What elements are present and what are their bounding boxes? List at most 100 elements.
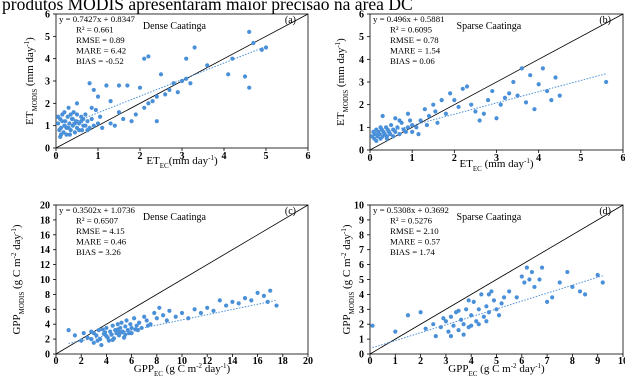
x-tick-label: 1 <box>393 356 398 367</box>
x-axis-label: GPPEC (g C m-2 day-1) <box>134 362 231 376</box>
y-axis-label-superscript: -1 <box>23 40 31 46</box>
data-point <box>224 303 229 308</box>
data-point <box>124 318 129 323</box>
data-point <box>89 116 94 122</box>
data-point <box>600 280 605 285</box>
y-tick-label: 6 <box>359 260 364 271</box>
x-axis-label-base: GPP <box>134 363 154 375</box>
data-point <box>523 100 529 105</box>
x-axis-label-unit-close: ) <box>530 158 534 170</box>
data-point <box>565 269 570 275</box>
data-point <box>67 132 72 137</box>
data-point <box>451 323 456 328</box>
data-point <box>259 47 264 52</box>
y-tick-label: 4 <box>359 290 364 301</box>
data-point <box>108 121 113 126</box>
y-tick-label: 3 <box>359 78 364 89</box>
data-point <box>104 325 109 331</box>
data-point <box>142 105 147 110</box>
data-point <box>393 129 398 134</box>
panel-title: Sparse Caatinga <box>457 212 522 223</box>
y-axis-label: GPPMODIS (g C m-2 day-1) <box>10 224 26 334</box>
data-point <box>553 75 558 80</box>
y-tick-label: 1 <box>359 123 364 134</box>
data-point <box>230 299 235 304</box>
data-point <box>435 120 440 125</box>
data-point <box>545 299 550 304</box>
data-point <box>501 295 507 300</box>
x-axis-label-subscript: EC <box>160 162 169 170</box>
data-point <box>496 313 502 318</box>
data-point <box>469 323 474 328</box>
x-axis-label-unit-close: ) <box>541 363 545 375</box>
data-point <box>179 310 185 316</box>
data-point <box>71 110 76 115</box>
x-tick-label: 16 <box>253 356 263 367</box>
data-point <box>397 118 402 123</box>
y-tick-label: 1 <box>45 121 50 132</box>
y-tick-label: 10 <box>354 201 364 212</box>
data-point <box>85 335 90 340</box>
trend-line <box>371 73 607 137</box>
data-point <box>125 83 130 88</box>
data-point <box>426 113 432 119</box>
data-point <box>604 79 609 85</box>
data-point <box>72 121 77 126</box>
data-point <box>167 87 172 93</box>
x-tick-label: 0 <box>368 356 373 367</box>
statistic-label: BIAS = 3.26 <box>76 247 121 257</box>
data-point <box>65 114 70 119</box>
regression-equation: y = 0.3502x + 1.0736 <box>59 205 136 215</box>
y-tick-label: 7 <box>359 245 364 256</box>
data-point <box>91 331 96 336</box>
data-point <box>474 319 479 324</box>
data-point <box>164 318 169 323</box>
data-point <box>226 72 231 77</box>
x-tick-label: 6 <box>621 153 625 164</box>
x-tick-label: 14 <box>227 356 237 367</box>
y-tick-label: 0 <box>45 144 50 155</box>
y-tick-label: 2 <box>359 320 364 331</box>
data-point <box>431 322 436 327</box>
x-axis-label-base: ET <box>146 155 160 167</box>
data-point <box>167 308 172 313</box>
y-axis-label: ETMODIS (mm day-1) <box>334 38 350 126</box>
data-point <box>405 125 411 130</box>
x-tick-label: 4 <box>222 151 227 162</box>
x-tick-label: 4 <box>104 356 109 367</box>
y-axis-label-subscript: MODIS <box>18 292 26 315</box>
data-point <box>123 324 128 329</box>
data-point <box>481 314 486 319</box>
data-point <box>154 119 159 124</box>
data-point <box>265 299 270 304</box>
x-tick-label: 5 <box>578 153 583 164</box>
data-point <box>192 307 197 312</box>
y-tick-label: 5 <box>45 32 50 43</box>
data-point <box>129 119 134 124</box>
y-tick-label: 2 <box>45 335 50 346</box>
data-point <box>242 74 248 79</box>
x-axis-label-unit-mid: day <box>517 363 536 375</box>
data-point <box>58 132 64 137</box>
y-tick-label: 20 <box>40 201 50 212</box>
data-point <box>263 45 269 50</box>
data-point <box>99 342 104 348</box>
y-tick-label: 3 <box>359 305 364 316</box>
data-point <box>550 295 555 300</box>
x-tick-label: 20 <box>303 356 313 367</box>
data-point <box>198 310 203 316</box>
data-point <box>388 132 393 137</box>
data-point <box>378 125 383 130</box>
y-axis-label-unit-mid: day <box>341 233 353 252</box>
data-point <box>416 132 421 137</box>
data-point <box>481 111 486 116</box>
data-point <box>77 128 82 133</box>
x-tick-label: 2 <box>418 356 423 367</box>
x-tick-label: 2 <box>452 153 457 164</box>
y-tick-label: 3 <box>45 77 50 88</box>
x-tick-label: 8 <box>570 356 575 367</box>
data-point <box>175 90 180 95</box>
data-point <box>91 340 96 345</box>
data-point <box>205 63 210 68</box>
